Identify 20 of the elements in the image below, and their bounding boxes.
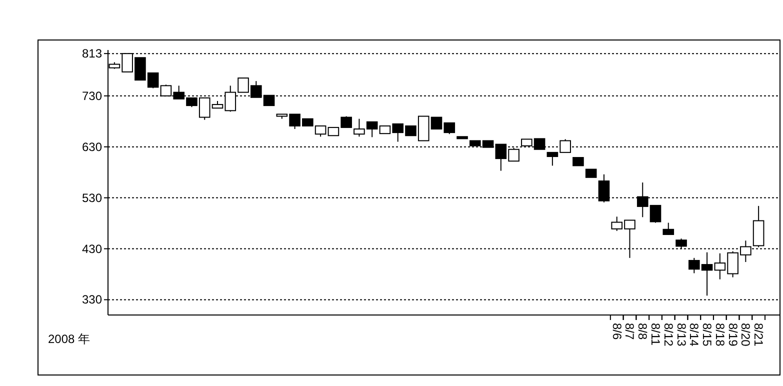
x-tick-label: 8/15 <box>700 323 714 347</box>
x-tick-label: 8/7 <box>622 323 637 340</box>
y-tick-label: 430 <box>82 242 102 256</box>
candlestick <box>662 222 674 236</box>
x-tick-label: 8/11 <box>648 323 662 346</box>
x-tick-label: 8/8 <box>636 323 650 340</box>
x-tick-label: 8/19 <box>726 323 740 347</box>
x-tick-label: 8/20 <box>738 323 753 347</box>
x-tick-label: 8/12 <box>661 323 676 347</box>
x-axis-title: 2008 年 <box>48 332 90 346</box>
y-tick-label: 530 <box>82 190 102 205</box>
x-tick-label: 8/6 <box>610 323 624 340</box>
x-tick-label: 8/21 <box>752 323 766 347</box>
x-tick-label: 8/14 <box>687 323 702 347</box>
x-tick-label: 8/13 <box>674 323 688 347</box>
y-tick-label: 630 <box>82 140 102 154</box>
y-tick-label: 330 <box>82 292 102 307</box>
x-tick-label: 8/18 <box>712 323 727 347</box>
y-tick-label: 730 <box>82 88 102 103</box>
y-tick-label: 813 <box>82 46 102 61</box>
